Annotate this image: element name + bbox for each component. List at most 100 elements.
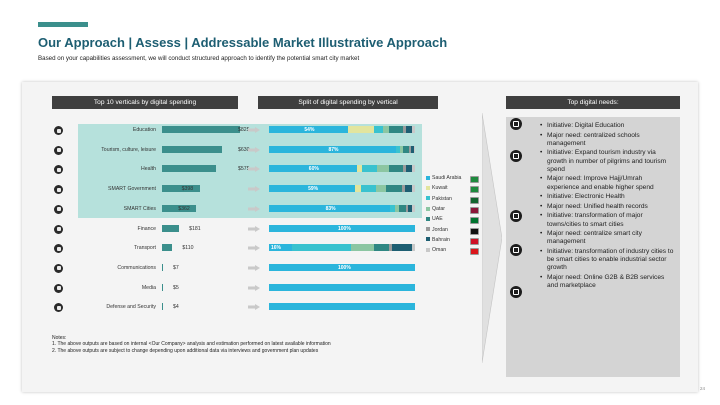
split-segment-pakistan xyxy=(390,204,395,212)
split-segment-uae xyxy=(398,204,407,212)
spend-value-label: $575 xyxy=(238,166,250,173)
split-segment-qatar xyxy=(375,185,386,193)
row-arrow-icon xyxy=(248,205,260,212)
need-item: Initiative: Digital Education xyxy=(540,122,676,130)
split-segment-jordan xyxy=(403,126,407,133)
education-icon xyxy=(54,126,63,135)
split-segment-saudi-arabia xyxy=(269,185,356,193)
legend-swatch xyxy=(426,227,430,232)
spend-value-label: $110 xyxy=(182,245,194,252)
pakistan-flag-icon xyxy=(470,196,479,204)
category-label: SMART Cities xyxy=(123,205,156,212)
split-segment-kuwait xyxy=(356,165,363,173)
category-label: Media xyxy=(141,284,156,291)
category-label: SMART Government xyxy=(108,186,156,193)
transport-icon xyxy=(54,244,63,254)
row-arrow-icon xyxy=(248,304,260,311)
spend-bar xyxy=(162,263,163,271)
legend-swatch xyxy=(426,216,430,221)
split-data-label: 59% xyxy=(308,186,319,193)
jordan-flag-icon xyxy=(470,227,479,235)
row-arrow-icon xyxy=(248,284,260,291)
finance-icon xyxy=(54,224,63,234)
legend-item: Jordan xyxy=(426,227,448,235)
split-segment-pakistan xyxy=(360,185,376,193)
split-data-label: 54% xyxy=(304,127,315,133)
oman-flag-icon xyxy=(470,248,479,256)
split-segment-oman xyxy=(413,145,415,153)
split-data-label: 100% xyxy=(338,225,351,232)
legend-swatch xyxy=(426,206,430,211)
split-segment-pakistan xyxy=(374,126,383,133)
split-segment-jordan xyxy=(403,165,407,173)
legend-label: Qatar xyxy=(432,205,445,212)
split-data-label: 16% xyxy=(271,245,282,252)
legend-label: Kuwait xyxy=(432,185,448,192)
spend-bar xyxy=(162,204,197,212)
note-2: 2. The above outputs are subject to chan… xyxy=(52,347,319,354)
spend-bar xyxy=(162,303,163,311)
split-segment-uae xyxy=(388,126,404,133)
communications-icon xyxy=(54,263,63,273)
legend-label: Pakistan xyxy=(432,195,452,202)
bahrain-flag-icon xyxy=(470,237,479,245)
row-arrow-icon xyxy=(248,166,260,173)
category-label: Education xyxy=(132,127,156,133)
need-item: Initiative: transformation of industry c… xyxy=(540,248,676,273)
split-segment-oman xyxy=(412,244,415,252)
notes-heading: Notes: xyxy=(52,335,67,341)
split-segment-oman xyxy=(412,126,415,133)
chevron-arrow-icon xyxy=(482,113,502,363)
middle-chart-header: Split of digital spending by vertical xyxy=(258,96,438,109)
split-segment-pakistan xyxy=(396,145,401,153)
split-segment-oman xyxy=(412,204,415,212)
tourism-icon xyxy=(54,145,63,155)
split-segment-qatar xyxy=(400,145,404,153)
split-segment-kuwait xyxy=(355,185,361,193)
split-segment-bahrain xyxy=(404,185,413,193)
split-segment-saudi-arabia xyxy=(269,145,397,153)
legend-swatch xyxy=(426,185,430,190)
spend-value-label: $630 xyxy=(238,146,250,153)
spend-bar xyxy=(162,283,163,291)
legend-swatch xyxy=(426,237,430,242)
legend-label: Jordan xyxy=(432,226,448,233)
split-segment-saudi-arabia xyxy=(269,244,293,252)
split-segment-kuwait xyxy=(347,126,375,133)
split-segment-saudi-arabia xyxy=(269,126,348,133)
spend-bar xyxy=(162,165,217,173)
spend-value-label: $181 xyxy=(189,225,201,232)
left-chart-header: Top 10 verticals by digital spending xyxy=(52,96,238,109)
row-arrow-icon xyxy=(248,225,260,232)
split-segment-bahrain xyxy=(410,145,414,153)
spend-bar xyxy=(162,244,173,252)
split-segment-saudi-arabia xyxy=(269,263,415,271)
spend-value-label: $362 xyxy=(178,205,190,212)
media-icon xyxy=(54,283,63,293)
spend-value-label: $825 xyxy=(238,127,250,133)
need-item: Major need: Online G2B & B2B services an… xyxy=(540,274,676,290)
split-segment-saudi-arabia xyxy=(269,165,357,173)
defense-icon xyxy=(54,303,63,313)
legend-item: Oman xyxy=(426,247,446,255)
slide-title: Our Approach | Assess | Addressable Mark… xyxy=(38,35,448,50)
right-needs-header: Top digital needs: xyxy=(506,96,680,109)
spend-value-label: $7 xyxy=(173,264,179,271)
need-item: Major need: centralize smart city manage… xyxy=(540,230,676,246)
need-item: Initiative: Expand tourism industry via … xyxy=(540,149,676,174)
uae-flag-icon xyxy=(470,217,479,225)
spend-bar xyxy=(162,145,222,153)
split-segment-qatar xyxy=(350,244,375,252)
need-item: Major need: Improve Hajj/Umrah experienc… xyxy=(540,175,676,191)
spend-value-label: $398 xyxy=(181,186,194,193)
split-data-label: 87% xyxy=(328,146,339,153)
briefcase-icon xyxy=(510,150,522,162)
legend-label: Bahrain xyxy=(432,236,450,243)
legend-swatch xyxy=(426,196,430,201)
spend-value-label: $5 xyxy=(173,284,179,291)
split-segment-saudi-arabia xyxy=(269,224,415,232)
split-data-label: 100% xyxy=(338,264,351,271)
legend-label: Oman xyxy=(432,247,447,254)
split-segment-jordan xyxy=(406,204,408,212)
qatar-flag-icon xyxy=(470,206,479,214)
